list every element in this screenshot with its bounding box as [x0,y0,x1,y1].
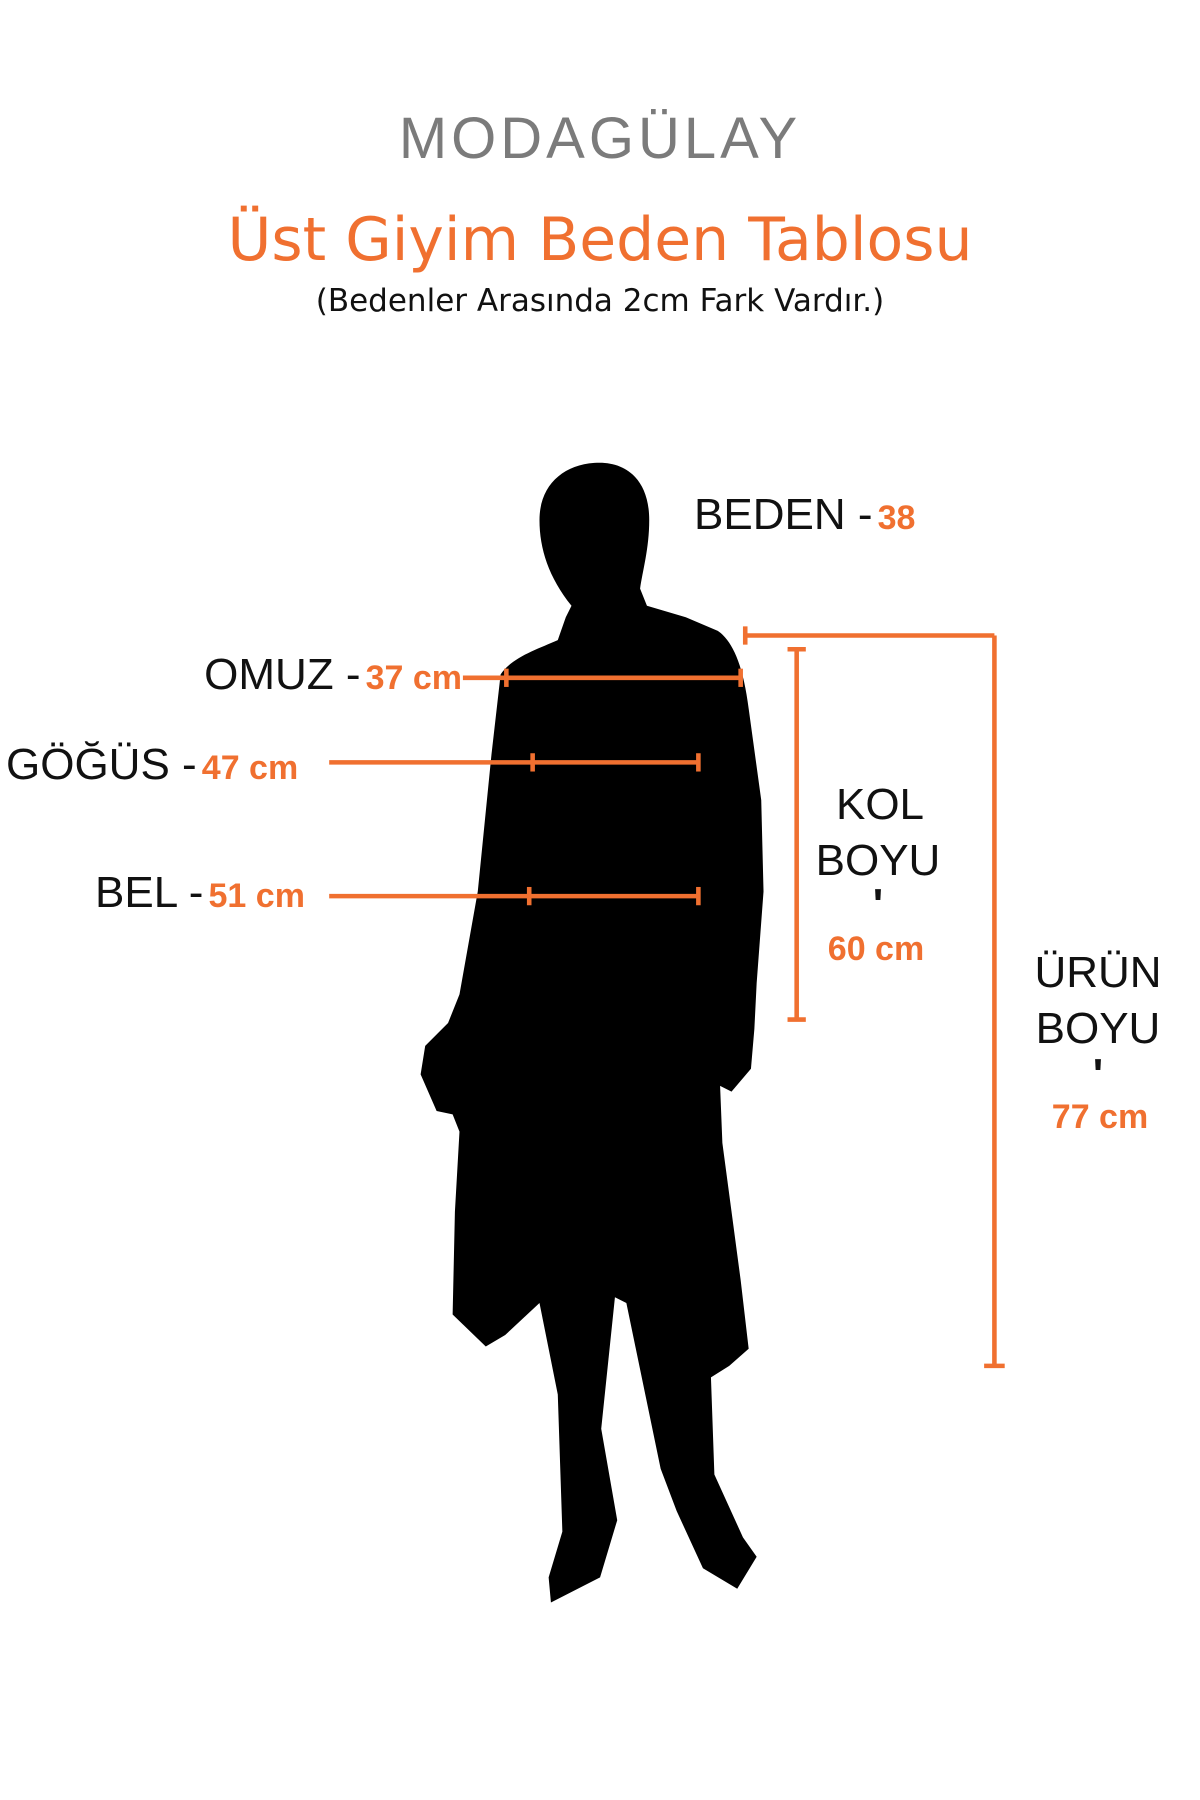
length-separator: ' [1092,1050,1104,1099]
shoulder-value: 37 cm [365,659,462,697]
length-label-2: BOYU [1035,1004,1161,1053]
size-value: 38 [877,499,916,537]
chest-measure: GÖĞÜS - 47 cm [6,740,298,790]
page-title: Üst Giyim Beden Tablosu [227,205,973,275]
page-subtitle: (Bedenler Arasında 2cm Fark Vardır.) [315,283,885,319]
chest-label: GÖĞÜS - [6,740,197,789]
size-indicator: BEDEN - 38 [694,490,915,540]
sleeve-label-2: BOYU [815,836,941,885]
sleeve-separator: ' [872,880,884,929]
person-silhouette [420,462,764,1603]
length-label-1: ÜRÜN [1034,948,1162,997]
measure-lines [329,626,1005,1369]
sleeve-value: 60 cm [827,930,925,968]
shoulder-measure: OMUZ - 37 cm [204,650,462,700]
waist-label: BEL - [95,868,204,917]
sleeve-label-1: KOL [835,780,925,829]
waist-measure: BEL - 51 cm [95,868,305,918]
length-value: 77 cm [1051,1098,1149,1136]
brand-logo: MODAGÜLAY [398,106,802,171]
chest-value: 47 cm [201,749,299,787]
shoulder-label: OMUZ - [204,650,361,699]
waist-value: 51 cm [208,877,305,915]
size-label: BEDEN - [694,490,873,539]
